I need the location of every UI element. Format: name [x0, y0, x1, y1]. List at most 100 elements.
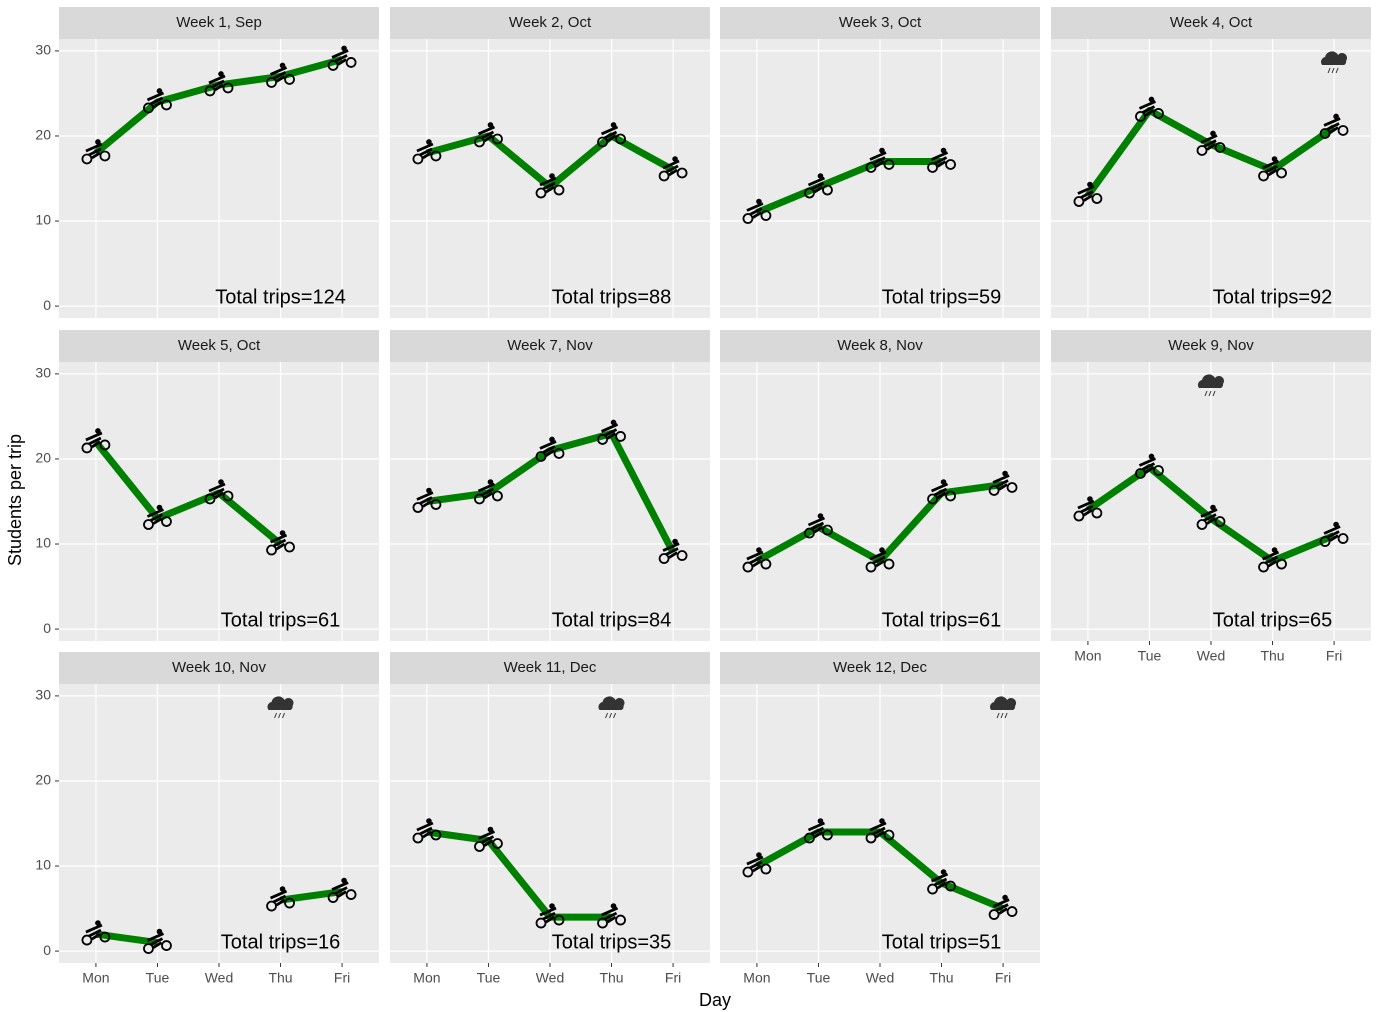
x-tick-label: Fri — [334, 970, 350, 986]
head — [1210, 130, 1216, 137]
wheel — [822, 184, 833, 196]
rider — [539, 176, 557, 194]
wheel — [81, 442, 93, 454]
head — [549, 436, 555, 443]
rider — [746, 855, 764, 873]
cyclist-marker — [927, 479, 956, 505]
wheel — [1006, 906, 1018, 917]
head — [610, 419, 617, 426]
x-tick-label: Mon — [743, 970, 770, 986]
strip-label: Week 9, Nov — [1168, 337, 1254, 354]
wheel — [412, 153, 424, 165]
total-annotation: Total trips=124 — [215, 286, 346, 308]
rider — [807, 176, 826, 194]
wheel — [615, 431, 626, 442]
rider — [600, 906, 619, 924]
rain-cloud — [1197, 374, 1224, 388]
rider — [208, 74, 226, 92]
y-tick-label: 10 — [35, 535, 51, 551]
rider — [331, 881, 349, 898]
wheel — [284, 74, 295, 85]
x-tick-label: Tue — [807, 970, 831, 986]
total-annotation: Total trips=61 — [882, 609, 1002, 631]
wheel — [804, 527, 815, 539]
wheel — [1258, 561, 1269, 573]
rain-icon — [598, 696, 625, 719]
head — [341, 877, 347, 884]
rider — [869, 151, 887, 168]
x-tick-label: Wed — [1197, 648, 1226, 664]
x-tick-label: Fri — [995, 970, 1011, 986]
wheel — [266, 900, 277, 912]
cyclist-marker — [804, 173, 833, 199]
wheel — [865, 162, 877, 173]
rider — [85, 923, 103, 941]
strip-label: Week 7, Nov — [507, 337, 593, 354]
y-tick-label: 10 — [35, 212, 51, 228]
rider — [1323, 117, 1341, 134]
wheel — [742, 866, 754, 878]
rider — [930, 872, 949, 890]
wheel — [988, 909, 1000, 920]
wheel — [412, 832, 424, 844]
head — [610, 122, 617, 128]
head — [487, 122, 494, 128]
rain-icon — [1321, 51, 1348, 74]
rider — [146, 932, 165, 949]
head — [672, 156, 678, 162]
rider — [477, 482, 496, 500]
total-annotation: Total trips=84 — [552, 609, 672, 631]
total-annotation: Total trips=88 — [552, 286, 672, 308]
rain-icon — [267, 696, 294, 719]
wheel — [883, 159, 895, 170]
cyclist-marker — [742, 547, 772, 573]
panel: Week 3, Oct Total trips=59 — [720, 7, 1040, 318]
rider — [600, 423, 619, 440]
strip — [390, 652, 710, 684]
rider — [539, 906, 557, 924]
head — [672, 538, 678, 545]
cyclist-marker — [204, 71, 234, 97]
panel: Week 10, Nov 0 10 20 30 Mon Tue Wed Thu Fri Total … — [35, 652, 379, 986]
wheel — [284, 897, 295, 909]
wheel — [284, 541, 295, 553]
y-tick-label: 0 — [43, 620, 51, 636]
strip — [720, 7, 1040, 39]
cyclist-marker — [597, 903, 626, 929]
rider — [662, 542, 680, 559]
head — [95, 428, 101, 434]
wheel — [865, 561, 877, 573]
x-tick-label: Thu — [929, 970, 953, 986]
wheel — [760, 863, 772, 875]
head — [756, 198, 762, 205]
cyclist-marker — [266, 62, 295, 88]
rider — [600, 125, 619, 143]
cyclist-marker — [474, 479, 503, 505]
strip-label: Week 8, Nov — [837, 337, 923, 354]
wheel — [1073, 510, 1085, 522]
wheel — [161, 516, 172, 527]
y-tick-label: 0 — [43, 942, 51, 958]
wheel — [804, 832, 815, 844]
rider — [1138, 457, 1157, 474]
wheel — [676, 167, 688, 179]
head — [817, 513, 824, 519]
strip-label: Week 4, Oct — [1170, 14, 1253, 31]
wheel — [553, 184, 565, 196]
strip-label: Week 10, Nov — [172, 659, 266, 676]
rain-cloud — [598, 696, 625, 710]
rider — [662, 159, 680, 177]
rider — [746, 550, 764, 568]
wheel — [161, 99, 172, 111]
head — [940, 479, 947, 485]
strip — [59, 330, 379, 362]
head — [1002, 470, 1008, 477]
cyclist-marker — [988, 470, 1018, 496]
head — [1271, 156, 1278, 162]
head — [218, 479, 224, 485]
head — [279, 62, 286, 69]
rider — [331, 49, 349, 66]
cyclist-marker — [658, 538, 688, 564]
wheel — [597, 434, 608, 445]
wheel — [597, 917, 608, 929]
